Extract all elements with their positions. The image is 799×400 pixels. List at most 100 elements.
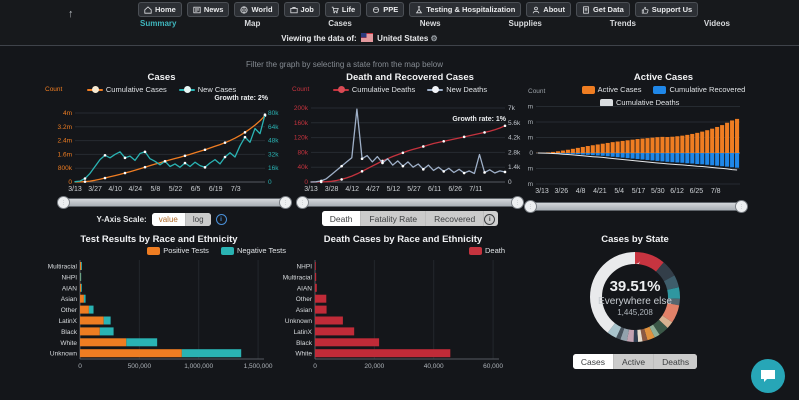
toggle-option-death[interactable]: Death [321, 211, 362, 226]
tests-legend: Positive Tests Negative Tests [28, 246, 290, 255]
toggle-option-fatality-rate[interactable]: Fatality Rate [361, 211, 427, 226]
tab-cases[interactable]: Cases [328, 19, 352, 28]
deaths-race-chart-title: Death Cases by Race and Ethnicity [323, 234, 483, 245]
deaths-race-chart: 0 20,000 40,000 60,000 NHPI Multiracial AIAN Ot… [283, 260, 503, 370]
nav-button-support-us[interactable]: Support Us [634, 2, 699, 17]
svg-text:800k: 800k [58, 165, 73, 172]
tab-supplies[interactable]: Supplies [508, 19, 542, 28]
svg-text:7k: 7k [508, 105, 516, 112]
svg-text:0: 0 [313, 363, 317, 370]
svg-text:AIAN: AIAN [297, 285, 312, 292]
nav-button-label: Life [341, 5, 356, 14]
toggle-option-log[interactable]: log [185, 213, 211, 226]
nav-button-home[interactable]: Home [138, 2, 182, 17]
svg-text:5/17: 5/17 [632, 188, 646, 195]
slider-handle-right[interactable]: ⋮ [735, 200, 748, 213]
gear-icon[interactable]: ⚙ [430, 34, 438, 43]
active-chart-title: Active Cases [633, 72, 694, 83]
slider-handle-left[interactable]: ⋮ [57, 196, 70, 209]
slider-track[interactable] [528, 202, 744, 211]
slider-handle-left[interactable]: ⋮ [524, 200, 537, 213]
viewing-data-row: Viewing the data of: United States ⚙ [0, 33, 719, 43]
svg-text:60,000: 60,000 [483, 363, 503, 370]
toggle-option-cases[interactable]: Cases [572, 354, 614, 369]
nav-button-world[interactable]: World [234, 2, 279, 17]
slider-handle-right[interactable]: ⋮ [279, 196, 292, 209]
legend-label: Cumulative Recovered [669, 85, 746, 94]
svg-text:AIAN: AIAN [62, 285, 77, 292]
legend-item: Active Cases [581, 85, 642, 94]
nav-button-label: Testing & Hospitalization [426, 5, 516, 14]
nav-button-label: Get Data [592, 5, 624, 14]
nav-button-get-data[interactable]: Get Data [575, 2, 630, 17]
nav-button-about[interactable]: About [526, 2, 571, 17]
toggle-option-deaths[interactable]: Deaths [654, 354, 698, 369]
legend-swatch [147, 246, 161, 255]
cases-range-slider[interactable]: ⋮ ⋮ [57, 196, 292, 209]
nav-button-testing-hospitalization[interactable]: Testing & Hospitalization [409, 2, 522, 17]
nav-button-label: PPE [383, 5, 399, 14]
toggle-option-recovered[interactable]: Recovered [426, 211, 485, 226]
svg-text:6/19: 6/19 [209, 186, 223, 193]
tab-map[interactable]: Map [244, 19, 261, 28]
home-icon [144, 5, 152, 14]
svg-text:2m: 2m [528, 119, 533, 126]
svg-text:7/11: 7/11 [469, 186, 482, 193]
active-range-slider[interactable]: ⋮ ⋮ [524, 200, 748, 213]
slider-track[interactable] [300, 198, 520, 207]
nav-button-label: News [203, 5, 224, 14]
svg-text:1,500,000: 1,500,000 [244, 363, 273, 370]
slider-track[interactable] [61, 198, 288, 207]
svg-text:3/13: 3/13 [68, 186, 82, 193]
legend-label: New Deaths [446, 85, 488, 94]
legend-label: Cumulative Cases [105, 85, 167, 94]
cases-by-state-card: Cases by State 39.51% Everywhere else 1,… [545, 232, 725, 382]
nav-button-ppe[interactable]: PPE [366, 2, 405, 17]
y-axis-scale-toggle: value log [151, 213, 211, 226]
svg-text:5/27: 5/27 [407, 186, 421, 193]
deaths-range-slider[interactable]: ⋮ ⋮ [296, 196, 524, 209]
svg-text:6/5: 6/5 [191, 186, 201, 193]
svg-text:Multiracial: Multiracial [283, 274, 313, 281]
legend-item: Cumulative Cases [86, 85, 167, 94]
svg-text:0: 0 [78, 363, 82, 370]
slider-handle-right[interactable]: ⋮ [511, 196, 524, 209]
slider-handle-left[interactable]: ⋮ [296, 196, 309, 209]
active-chart-card: Active Cases Active Cases Cumulative Reco… [524, 70, 799, 232]
toggle-option-active[interactable]: Active [614, 354, 655, 369]
svg-text:5.6k: 5.6k [508, 120, 521, 127]
svg-text:6/26: 6/26 [448, 186, 462, 193]
info-icon[interactable]: i [215, 214, 227, 225]
state-metric-control: Cases Active Deaths [545, 354, 725, 369]
svg-text:3.2m: 3.2m [58, 124, 72, 131]
tests-chart-card: Test Results by Race and Ethnicity Posit… [28, 232, 290, 382]
deaths-yaxis-name: Count [292, 86, 310, 93]
nav-button-life[interactable]: Life [324, 2, 362, 17]
svg-text:White: White [295, 351, 312, 358]
svg-text:64k: 64k [268, 124, 279, 131]
scroll-top-icon[interactable]: ↑ [68, 8, 74, 20]
svg-text:0: 0 [68, 179, 72, 186]
tab-videos[interactable]: Videos [703, 19, 730, 28]
info-icon[interactable]: i [484, 213, 496, 225]
tab-news[interactable]: News [419, 19, 441, 28]
tab-trends[interactable]: Trends [609, 19, 636, 28]
svg-text:3/13: 3/13 [304, 186, 318, 193]
deaths-race-legend: Death [283, 246, 523, 255]
tab-summary[interactable]: Summary [140, 19, 177, 28]
svg-text:NHPI: NHPI [296, 264, 312, 271]
nav-button-job[interactable]: Job [283, 2, 320, 17]
viewing-prefix-label: Viewing the data of: [281, 34, 357, 43]
toggle-option-value[interactable]: value [151, 213, 186, 226]
svg-text:5/22: 5/22 [169, 186, 183, 193]
cases-legend: Cumulative Cases New Cases [33, 85, 290, 94]
nav-button-label: Support Us [651, 5, 693, 14]
active-chart: 3m2m1m01m2m3/133/264/84/215/45/175/306/1… [528, 104, 740, 195]
legend-label: Active Cases [597, 85, 642, 94]
chat-bubble-button[interactable] [751, 359, 785, 393]
death-metric-toggle: Death Fatality Rate Recovered i [321, 211, 499, 226]
active-yaxis-name: Count [528, 88, 546, 95]
filter-hint-text: Filter the graph by selecting a state fr… [246, 60, 443, 69]
nav-button-label: About [543, 5, 565, 14]
nav-button-news[interactable]: News [186, 2, 230, 17]
